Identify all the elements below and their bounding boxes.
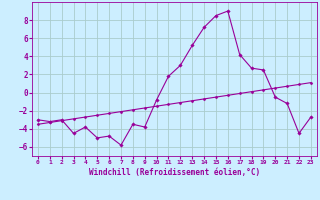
X-axis label: Windchill (Refroidissement éolien,°C): Windchill (Refroidissement éolien,°C) bbox=[89, 168, 260, 177]
